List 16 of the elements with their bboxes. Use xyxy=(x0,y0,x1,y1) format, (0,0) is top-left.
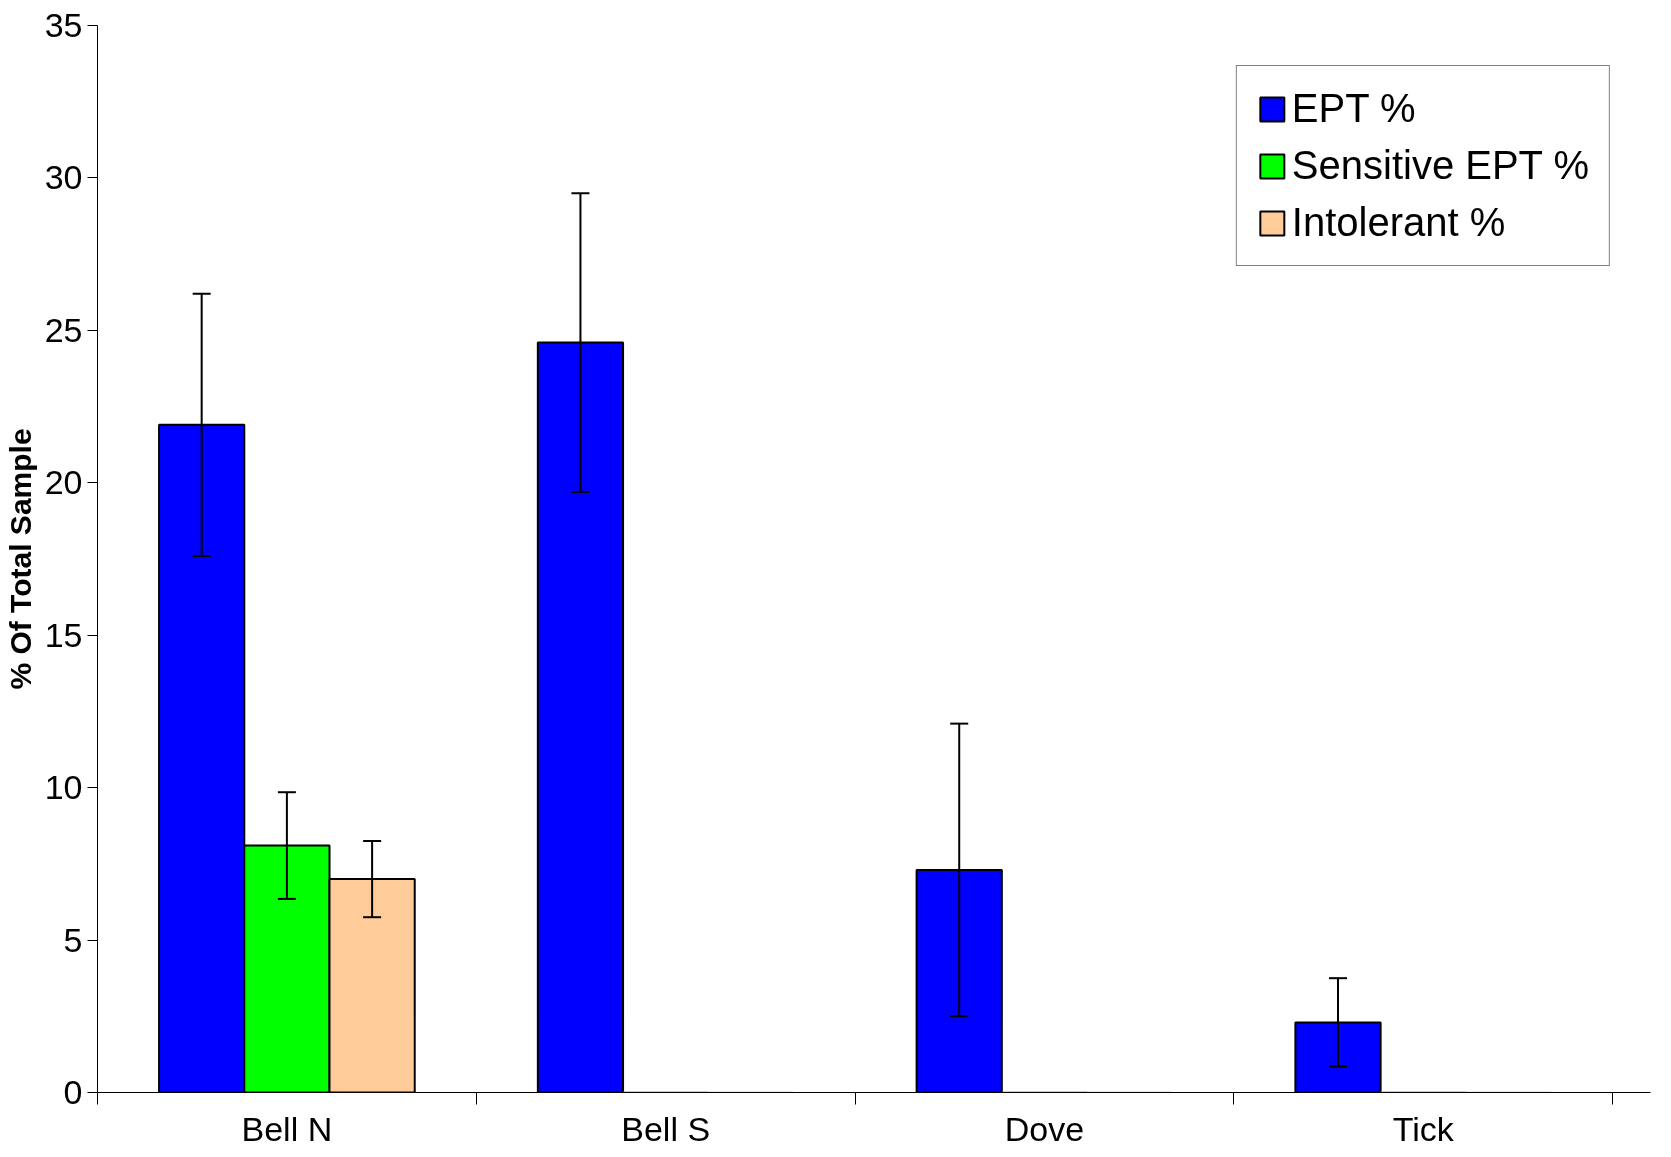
y-tick-label: 35 xyxy=(44,6,83,44)
y-tick-label: 30 xyxy=(44,158,83,197)
y-tick-label: 5 xyxy=(63,920,83,959)
y-tick-label: 15 xyxy=(44,615,83,654)
y-tick-label: 10 xyxy=(44,768,83,807)
x-tick-label: Tick xyxy=(1392,1109,1455,1148)
y-tick-label: 20 xyxy=(44,463,83,502)
y-tick-label: 0 xyxy=(63,1073,83,1111)
legend-label: Intolerant % xyxy=(1291,200,1506,245)
x-tick-label: Bell S xyxy=(621,1109,711,1148)
legend-label: Sensitive EPT % xyxy=(1291,143,1589,188)
x-tick-label: Dove xyxy=(1004,1109,1085,1148)
x-tick-label: Bell N xyxy=(241,1109,333,1148)
legend-label: EPT % xyxy=(1291,86,1416,131)
y-tick-label: 25 xyxy=(44,310,83,349)
y-axis-title: % Of Total Sample xyxy=(3,428,37,690)
